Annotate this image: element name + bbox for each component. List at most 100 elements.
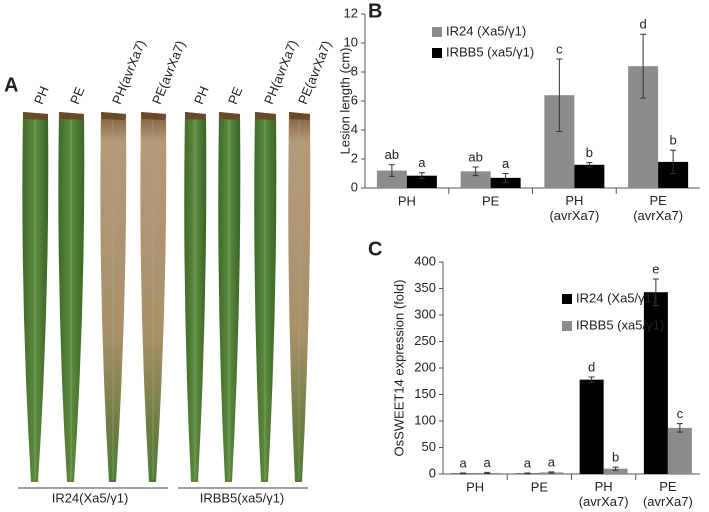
y-tick-label: 10 xyxy=(344,34,358,49)
x-tick-label: PH (avrXa7) xyxy=(549,193,599,223)
bar xyxy=(643,292,668,474)
significance-letter: ab xyxy=(385,147,399,162)
y-tick-label: 2 xyxy=(351,150,358,165)
y-tick-label: 4 xyxy=(351,121,358,136)
leaf-label: PE xyxy=(67,84,88,106)
panel-letter: A xyxy=(4,74,18,96)
x-tick-label: PE xyxy=(531,479,549,494)
bar xyxy=(667,427,692,474)
significance-letter: b xyxy=(670,133,677,148)
error-bar xyxy=(418,172,425,180)
y-tick-label: 100 xyxy=(414,412,436,427)
leaf-tip xyxy=(255,112,276,120)
leaf-tip xyxy=(141,112,166,120)
group-label: IR24(Xa5/γ1) xyxy=(52,490,129,505)
leaf-label: PE(avrXa7) xyxy=(295,38,334,106)
y-axis-label: Lesion length (cm) xyxy=(337,48,352,155)
significance-letter: d xyxy=(588,359,595,374)
significance-letter: a xyxy=(418,155,426,170)
panel-letter: C xyxy=(368,238,382,260)
x-tick-label-line: PE xyxy=(659,479,677,494)
legend-label: IRBB5 (xa5/γ1) xyxy=(446,44,534,59)
legend-label: IR24 (Xa5/γ1) xyxy=(446,23,526,38)
bar xyxy=(460,171,491,188)
significance-letter: e xyxy=(652,261,659,276)
legend-swatch xyxy=(432,27,442,37)
legend-label: IR24 (Xa5/γ1) xyxy=(576,290,656,305)
error-bar xyxy=(460,472,467,475)
legend-label: IRBB5 (xa5/γ1) xyxy=(576,317,664,332)
significance-letter: a xyxy=(502,156,510,171)
bar xyxy=(376,170,407,188)
leaf-label: PE(avrXa7) xyxy=(149,38,188,106)
y-tick-label: 150 xyxy=(414,386,436,401)
x-tick-label-line: (avrXa7) xyxy=(633,208,683,223)
bar xyxy=(406,175,437,188)
bar xyxy=(603,468,628,474)
y-tick-label: 8 xyxy=(351,63,358,78)
y-tick-label: 200 xyxy=(414,359,436,374)
y-tick-label: 50 xyxy=(422,439,436,454)
bar xyxy=(579,379,604,474)
y-tick-label: 250 xyxy=(414,333,436,348)
leaf-label: PH xyxy=(191,84,212,106)
x-tick-label-line: (avrXa7) xyxy=(643,494,693,509)
significance-letter: c xyxy=(556,41,563,56)
leaf-label: PE xyxy=(225,84,246,106)
significance-letter: a xyxy=(484,455,492,470)
error-bar xyxy=(388,164,395,177)
error-bar xyxy=(676,423,683,433)
bar xyxy=(574,164,605,188)
leaf-label: PH(avrXa7) xyxy=(261,38,300,107)
y-tick-label: 0 xyxy=(429,465,436,480)
x-tick-label-line: PH xyxy=(595,479,613,494)
x-tick-label: PE (avrXa7) xyxy=(633,193,683,223)
error-bar xyxy=(652,278,659,306)
error-bar xyxy=(586,162,593,168)
significance-letter: d xyxy=(640,17,647,32)
y-tick-label: 300 xyxy=(414,306,436,321)
legend-swatch xyxy=(432,48,442,58)
x-tick-label: PH xyxy=(398,193,416,208)
leaf-tip xyxy=(289,112,310,120)
error-bar xyxy=(670,149,677,174)
significance-letter: b xyxy=(586,145,593,160)
error-bar xyxy=(502,173,509,183)
bar xyxy=(490,177,521,188)
x-tick-label: PE (avrXa7) xyxy=(643,479,693,509)
leaf-tip xyxy=(101,112,126,120)
x-tick-label-line: PE xyxy=(649,193,667,208)
significance-letter: b xyxy=(612,450,619,465)
error-bar xyxy=(588,376,595,383)
leaf-tip xyxy=(185,112,206,120)
error-bar xyxy=(484,471,491,474)
x-tick-label-line: (avrXa7) xyxy=(579,494,629,509)
y-tick-label: 12 xyxy=(344,5,358,20)
y-tick-label: 0 xyxy=(351,179,358,194)
error-bar xyxy=(640,33,647,99)
x-tick-label-line: (avrXa7) xyxy=(549,208,599,223)
leaf-tip xyxy=(23,112,48,120)
significance-letter: a xyxy=(524,455,532,470)
leaf-tip xyxy=(219,112,240,120)
x-tick-label: PH (avrXa7) xyxy=(579,479,629,509)
y-tick-label: 400 xyxy=(414,253,436,268)
leaf-label: PH xyxy=(31,84,52,106)
panel-letter: B xyxy=(368,0,382,22)
x-tick-label: PH xyxy=(466,479,484,494)
error-bar xyxy=(472,166,479,177)
y-axis-label: OsSWEET14 expression (fold) xyxy=(391,279,406,456)
error-bar xyxy=(612,466,619,471)
significance-letter: c xyxy=(677,406,684,421)
significance-letter: a xyxy=(548,454,556,469)
error-bar xyxy=(524,472,531,475)
legend-swatch xyxy=(562,321,572,331)
error-bar xyxy=(556,58,563,132)
significance-letter: a xyxy=(460,455,468,470)
y-tick-label: 350 xyxy=(414,280,436,295)
leaf-tip xyxy=(59,112,84,120)
legend-swatch xyxy=(562,294,572,304)
group-label: IRBB5(xa5/γ1) xyxy=(200,490,285,505)
x-tick-label-line: PH xyxy=(565,193,583,208)
